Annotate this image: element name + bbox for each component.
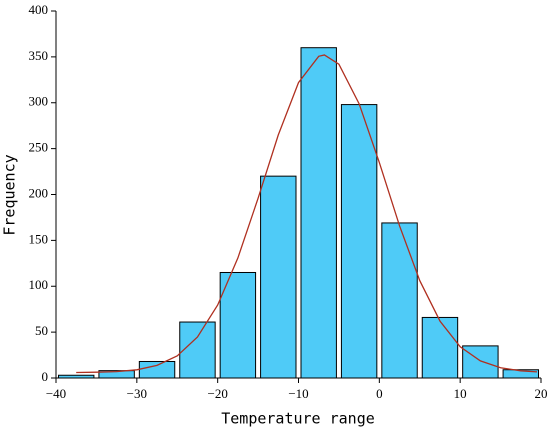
y-tick-label: 200 <box>29 185 49 200</box>
bar <box>300 47 337 379</box>
y-axis-title: Frequency <box>1 154 19 235</box>
x-tick-label: 20 <box>535 386 548 401</box>
x-tick-label: −30 <box>127 386 147 401</box>
y-tick-label: 50 <box>35 323 48 338</box>
x-tick-label: −20 <box>207 386 227 401</box>
x-tick-label: −10 <box>288 386 308 401</box>
y-tick-label: 350 <box>29 48 49 63</box>
y-tick-label: 300 <box>29 94 49 109</box>
bar <box>381 222 418 379</box>
fit-curve <box>76 54 538 374</box>
y-tick-label: 100 <box>29 277 49 292</box>
bar <box>462 345 499 379</box>
y-tick-label: 250 <box>29 140 49 155</box>
y-tick-label: 0 <box>42 369 49 384</box>
x-tick-label: 10 <box>454 386 467 401</box>
bar <box>260 175 297 379</box>
x-axis-title: Temperature range <box>221 410 375 428</box>
bar <box>340 104 378 379</box>
bar <box>219 271 257 379</box>
bar <box>138 360 176 379</box>
bar <box>421 316 459 379</box>
x-tick-label: 0 <box>376 386 383 401</box>
bar <box>179 321 216 379</box>
x-tick-label: −40 <box>46 386 66 401</box>
y-tick-label: 400 <box>29 2 49 17</box>
y-tick-label: 150 <box>29 231 49 246</box>
